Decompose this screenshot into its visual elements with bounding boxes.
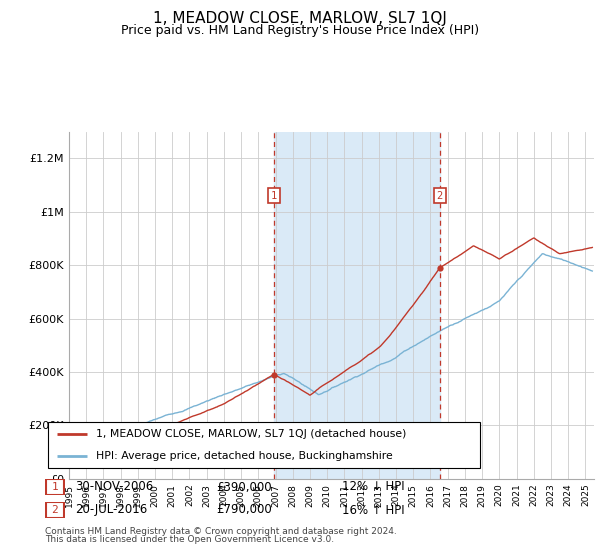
Text: 1, MEADOW CLOSE, MARLOW, SL7 1QJ: 1, MEADOW CLOSE, MARLOW, SL7 1QJ: [153, 11, 447, 26]
Text: 16% ↑ HPI: 16% ↑ HPI: [342, 503, 404, 516]
Text: This data is licensed under the Open Government Licence v3.0.: This data is licensed under the Open Gov…: [45, 535, 334, 544]
Text: 1: 1: [271, 191, 277, 200]
Text: £390,000: £390,000: [216, 480, 272, 493]
FancyBboxPatch shape: [46, 479, 64, 494]
Text: 12% ↓ HPI: 12% ↓ HPI: [342, 480, 404, 493]
Bar: [274, 132, 440, 479]
Text: 2: 2: [52, 505, 58, 515]
Text: 30-NOV-2006: 30-NOV-2006: [75, 480, 153, 493]
Text: 20-JUL-2016: 20-JUL-2016: [75, 503, 147, 516]
FancyBboxPatch shape: [48, 422, 480, 468]
Text: 2: 2: [437, 191, 443, 200]
Text: Contains HM Land Registry data © Crown copyright and database right 2024.: Contains HM Land Registry data © Crown c…: [45, 527, 397, 536]
Text: HPI: Average price, detached house, Buckinghamshire: HPI: Average price, detached house, Buck…: [95, 451, 392, 460]
Text: Price paid vs. HM Land Registry's House Price Index (HPI): Price paid vs. HM Land Registry's House …: [121, 24, 479, 37]
Text: 1, MEADOW CLOSE, MARLOW, SL7 1QJ (detached house): 1, MEADOW CLOSE, MARLOW, SL7 1QJ (detach…: [95, 430, 406, 440]
FancyBboxPatch shape: [46, 502, 64, 517]
Text: £790,000: £790,000: [216, 503, 272, 516]
Text: 1: 1: [52, 482, 58, 492]
